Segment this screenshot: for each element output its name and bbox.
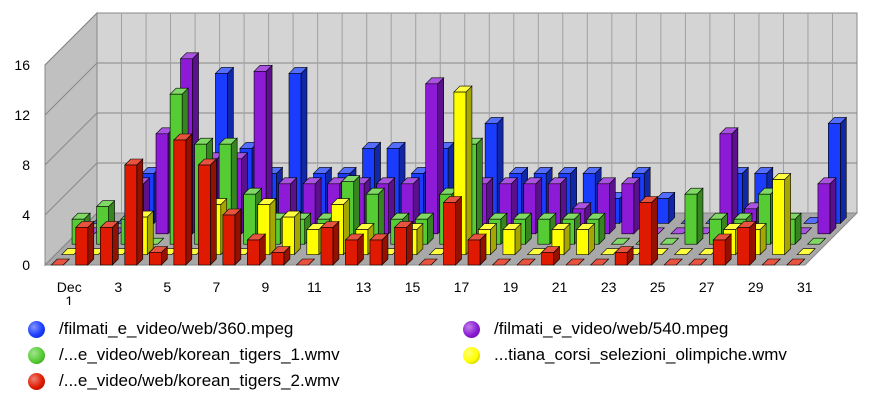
x-tick-label: 5	[163, 279, 171, 295]
bar-4-14	[393, 220, 414, 266]
y-tick-label: 8	[22, 157, 30, 173]
gridline-h	[44, 112, 857, 166]
bar-2-24	[659, 237, 680, 245]
bar-4-9	[271, 245, 291, 266]
legend-swatch	[28, 346, 45, 364]
bar-1-26	[719, 127, 739, 235]
y-tick-label: 12	[14, 107, 30, 123]
x-tick-label: 7	[212, 279, 220, 295]
bar-3-9	[281, 210, 302, 256]
bar-4-22	[589, 258, 610, 266]
bar-4-2	[99, 220, 120, 266]
bar-4-18	[491, 258, 512, 266]
legend-swatch	[463, 320, 480, 338]
x-tick-label: 11	[307, 279, 322, 295]
y-tick-label: 4	[22, 207, 30, 223]
legend-item: ...tiana_corsi_selezioni_olimpiche.wmv	[463, 344, 787, 366]
legend-label: ...tiana_corsi_selezioni_olimpiche.wmv	[494, 345, 787, 364]
bar-4-3	[124, 158, 144, 266]
bar-4-12	[344, 233, 365, 266]
bar-4-13	[369, 233, 389, 266]
x-tick-label: 19	[503, 279, 519, 295]
gridline-h	[44, 62, 857, 116]
x-tick-label: 9	[261, 279, 269, 295]
bar-4-29	[761, 258, 781, 266]
bar-4-16	[442, 195, 463, 266]
x-tick-label: Dec	[57, 279, 82, 295]
bar-4-7	[222, 208, 242, 266]
gridline-h	[44, 12, 857, 66]
bar-3-29	[771, 172, 792, 256]
bar-1-19	[547, 177, 567, 235]
bar-2-30	[806, 237, 827, 245]
bar-4-24	[638, 195, 659, 266]
bar-3-18	[502, 222, 522, 256]
y-tick-label: 0	[22, 257, 30, 273]
bar-2-25	[684, 187, 704, 245]
bar-4-10	[295, 258, 316, 266]
bar-4-20	[540, 245, 561, 266]
bar-2-19	[537, 212, 557, 245]
bar-4-5	[173, 133, 193, 266]
legend-item: /filmati_e_video/web/360.mpeg	[28, 318, 293, 340]
x-tick-label: 31	[797, 279, 813, 295]
x-tick-label: 1	[65, 293, 73, 305]
bar-4-4	[148, 245, 169, 266]
legend-item: /...e_video/web/korean_tigers_2.wmv	[28, 370, 340, 392]
bar-1-22	[621, 177, 641, 235]
legend-label: /filmati_e_video/web/360.mpeg	[59, 319, 294, 338]
x-tick-label: 27	[699, 279, 715, 295]
bar-3-30	[796, 248, 816, 255]
gridline-h	[44, 162, 857, 216]
legend-item: /...e_video/web/korean_tigers_1.wmv	[28, 344, 340, 366]
bar-3-25	[673, 248, 694, 255]
bar-4-11	[320, 220, 340, 266]
bar-4-28	[736, 220, 757, 266]
x-tick-label: 23	[601, 279, 617, 295]
bar-4-15	[418, 258, 438, 266]
legend-swatch	[28, 372, 45, 390]
legend-item: /filmati_e_video/web/540.mpeg	[463, 318, 728, 340]
bar-4-19	[516, 258, 536, 266]
bar-2-22	[610, 237, 631, 245]
bar-4-6	[197, 158, 218, 266]
bar-3-21	[575, 222, 596, 256]
x-tick-label: 13	[356, 279, 372, 295]
bar-0-23	[656, 191, 676, 225]
x-tick-label: 17	[454, 279, 470, 295]
bar-4-26	[687, 258, 708, 266]
bar-1-30	[817, 177, 837, 235]
bar-4-23	[614, 245, 634, 266]
bar-4-17	[467, 233, 487, 266]
bar-4-8	[246, 233, 267, 266]
x-tick-label: 15	[405, 279, 421, 295]
legend-label: /...e_video/web/korean_tigers_2.wmv	[59, 371, 340, 390]
x-tick-label: 3	[114, 279, 122, 295]
bar-4-0	[50, 258, 70, 266]
x-tick-label: 21	[552, 279, 568, 295]
y-tick-label: 16	[14, 57, 30, 73]
legend-label: /...e_video/web/korean_tigers_1.wmv	[59, 345, 340, 364]
bar-4-1	[75, 220, 95, 266]
x-tick-label: 25	[650, 279, 666, 295]
legend-label: /filmati_e_video/web/540.mpeg	[494, 319, 729, 338]
chart-bars	[50, 52, 848, 266]
bar-4-27	[712, 233, 732, 266]
bar-4-21	[565, 258, 585, 266]
bar-4-25	[663, 258, 683, 266]
legend-swatch	[463, 346, 480, 364]
legend-swatch	[28, 320, 45, 338]
bar-4-30	[786, 258, 806, 266]
x-tick-label: 29	[748, 279, 764, 295]
